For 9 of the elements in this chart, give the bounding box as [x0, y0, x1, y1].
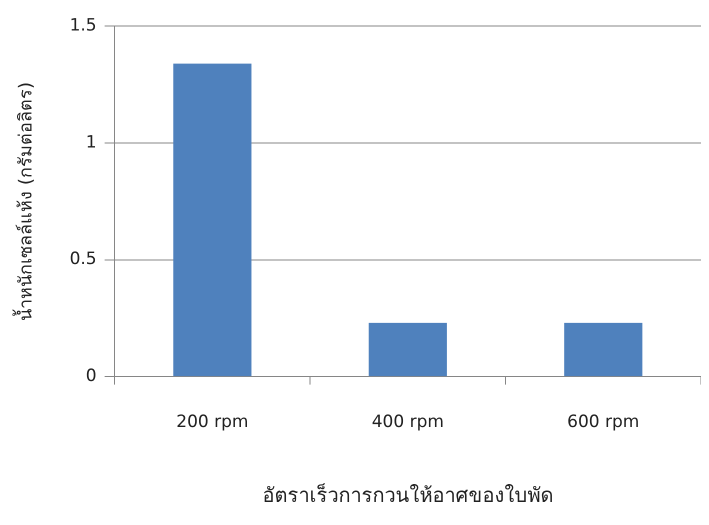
- y-tick-label: 0: [86, 366, 97, 386]
- y-tick-label: 1.5: [70, 16, 97, 36]
- y-axis-title: น้ำหนักเซลล์แห้ง (กรัมต่อลิตร): [12, 82, 36, 321]
- x-axis-title: อัตราเร็วการกวนให้อาศของใบพัด: [262, 482, 554, 508]
- x-tick-label: 200 rpm: [176, 412, 248, 432]
- x-tick-label: 400 rpm: [372, 412, 444, 432]
- x-tick-label: 600 rpm: [567, 412, 640, 432]
- y-tick-label: 1: [86, 132, 97, 152]
- y-tick-label: 0.5: [70, 249, 97, 270]
